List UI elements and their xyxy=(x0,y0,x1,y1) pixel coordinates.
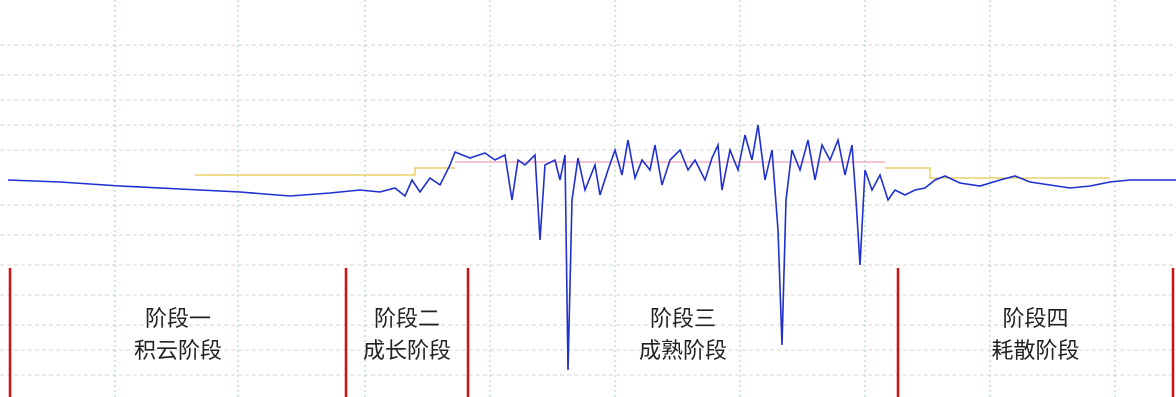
series-line xyxy=(195,167,1110,179)
stage-label: 成长阶段 xyxy=(363,339,451,364)
stage-label: 成熟阶段 xyxy=(639,339,727,364)
stage-label: 阶段四 xyxy=(1002,307,1068,332)
stage-label: 阶段二 xyxy=(374,307,440,332)
stage-label: 耗散阶段 xyxy=(991,339,1079,364)
stage-label: 积云阶段 xyxy=(134,339,222,364)
stage-label: 阶段三 xyxy=(650,307,716,332)
stage-label: 阶段一 xyxy=(145,307,211,332)
series-line xyxy=(7,124,1176,371)
